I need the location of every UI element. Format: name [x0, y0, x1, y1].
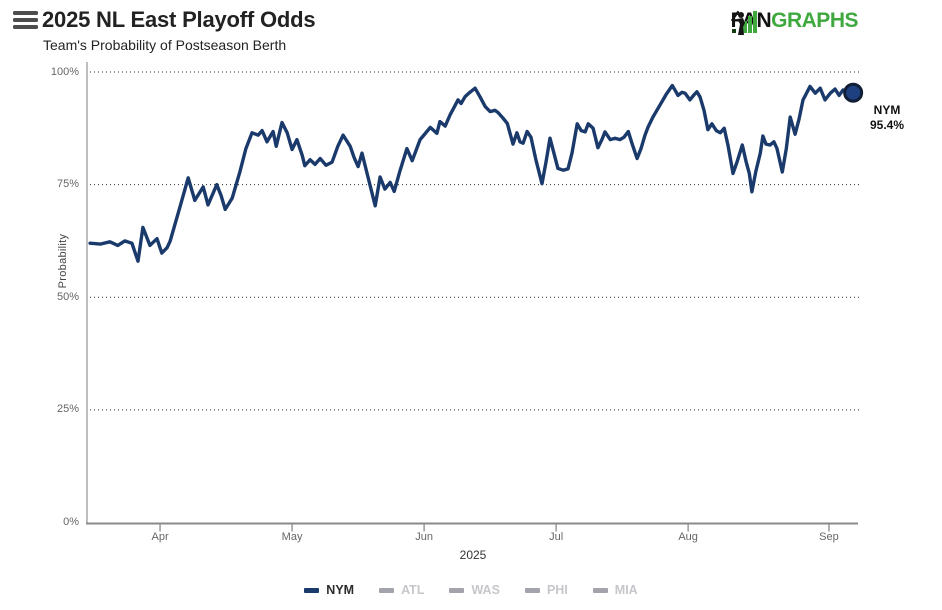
- x-tick-label-Apr: Apr: [151, 531, 169, 543]
- legend-item-PHI[interactable]: PHI: [524, 583, 568, 597]
- legend-label: WAS: [471, 583, 500, 597]
- hamburger-menu-icon[interactable]: [13, 11, 38, 30]
- legend-dash-icon: [304, 587, 320, 593]
- legend-item-NYM[interactable]: NYM: [304, 583, 354, 597]
- x-tick-label-Sep: Sep: [819, 531, 839, 543]
- x-axis-title: 2025: [459, 548, 487, 562]
- y-tick-label-50%: 50%: [56, 290, 79, 303]
- x-tick-label-Aug: Aug: [678, 531, 698, 543]
- legend-item-ATL[interactable]: ATL: [379, 583, 424, 597]
- page-subtitle: Team's Probability of Postseason Berth: [43, 37, 287, 53]
- legend-dash-icon: [379, 587, 395, 593]
- fangraphs-batter-icon: [730, 10, 757, 35]
- legend-label: NYM: [326, 583, 355, 597]
- x-tick-label-Jun: Jun: [415, 531, 433, 543]
- legend-dash-icon: [592, 587, 608, 593]
- legend-label: MIA: [614, 583, 638, 597]
- legend-label: ATL: [401, 583, 425, 597]
- y-tick-label-100%: 100%: [50, 65, 79, 78]
- series-end-annotation: NYM 95.4%: [856, 103, 918, 132]
- y-tick-label-75%: 75%: [56, 178, 79, 191]
- legend-dash-icon: [449, 587, 465, 593]
- legend-label: PHI: [546, 583, 568, 597]
- legend-item-MIA[interactable]: MIA: [592, 583, 638, 597]
- y-tick-label-25%: 25%: [56, 403, 79, 416]
- legend-item-WAS[interactable]: WAS: [449, 583, 500, 597]
- end-annotation-team: NYM: [873, 103, 901, 117]
- series-line-NYM: [88, 83, 855, 263]
- x-tick-label-Jul: Jul: [549, 531, 564, 543]
- page-title: 2025 NL East Playoff Odds: [42, 7, 316, 32]
- y-tick-label-0%: 0%: [63, 516, 79, 528]
- end-annotation-value: 95.4%: [869, 118, 905, 132]
- chart-legend: NYM ATL WAS PHI MIA: [0, 583, 942, 597]
- series-end-dot: [843, 82, 864, 103]
- fangraphs-logo[interactable]: FANGRAPHS: [730, 9, 858, 35]
- x-tick-label-May: May: [281, 531, 303, 543]
- legend-dash-icon: [524, 587, 540, 593]
